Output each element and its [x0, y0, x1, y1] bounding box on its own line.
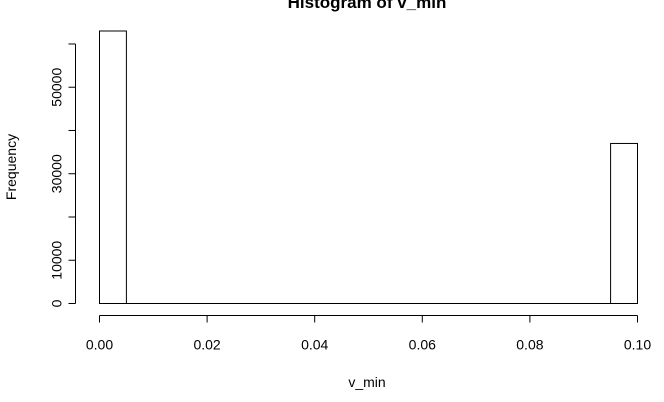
- y-tick-label: 0: [49, 299, 65, 307]
- histogram-bar-0: [99, 30, 127, 304]
- y-tick-label: 30000: [49, 154, 65, 193]
- y-axis: 0 10000 30000 50000: [49, 43, 76, 307]
- x-tick-label: 0.04: [301, 337, 328, 353]
- y-tick-label: 50000: [49, 68, 65, 107]
- x-axis: 0.00 0.02 0.04 0.06 0.08 0.10: [86, 315, 651, 353]
- x-axis-label: v_min: [348, 374, 385, 390]
- x-tick-label: 0.08: [516, 337, 543, 353]
- x-tick-label: 0.02: [193, 337, 220, 353]
- y-axis-label: Frequency: [3, 134, 19, 200]
- x-tick-label: 0.06: [409, 337, 436, 353]
- histogram-bar-19: [610, 142, 638, 304]
- chart-title: Histogram of v_min: [288, 0, 447, 12]
- x-tick-label: 0.10: [624, 337, 651, 353]
- bars-group: [99, 30, 638, 304]
- x-tick-label: 0.00: [86, 337, 113, 353]
- y-tick-label: 10000: [49, 241, 65, 280]
